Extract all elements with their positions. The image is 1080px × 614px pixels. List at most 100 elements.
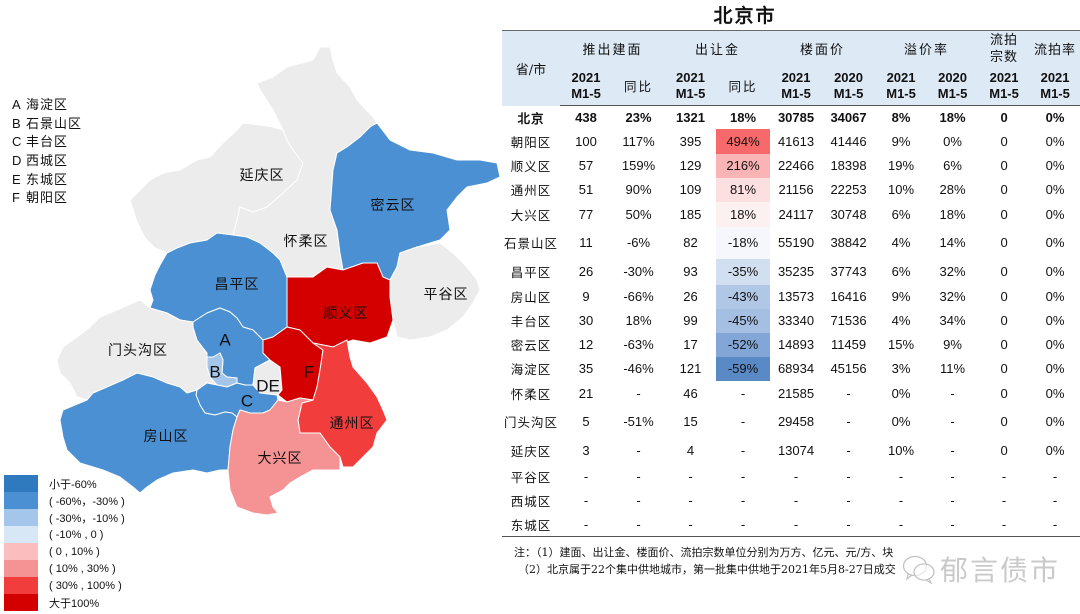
failed-auction-rate-cell: 0%	[1045, 133, 1065, 149]
legend-label: 大于100%	[49, 597, 100, 610]
premium-rate-2020-cell: -	[950, 493, 955, 508]
region-cell: 顺义区	[510, 159, 552, 174]
failed-auction-count-cell: 0	[1000, 182, 1008, 197]
premium-rate-2021-cell: 19%	[888, 158, 915, 173]
floor-price-2020-cell: 71536	[830, 313, 867, 328]
land-revenue-cell: 121	[679, 361, 702, 376]
region-cell: 平谷区	[510, 470, 552, 485]
legend-label: ( -60%，-30% )	[49, 495, 125, 508]
land-revenue-cell: 17	[683, 337, 698, 352]
region-cell: 大兴区	[510, 207, 552, 223]
district-shijingshan	[206, 352, 238, 388]
header-group-land-revenue: 出让金	[665, 30, 771, 67]
failed-auction-rate-cell: 0%	[1045, 264, 1065, 279]
wechat-icon	[902, 555, 935, 584]
land-revenue-cell: 82	[683, 235, 698, 250]
floor-price-2021-cell: -	[793, 493, 799, 508]
table-body: 北京 438 23% 1321 18% 30785 34067 8% 18% 0…	[502, 106, 1080, 537]
table-row: 昌平区 26 -30% 93 -35% 35235 37743 6% 32% 0…	[502, 258, 1080, 285]
premium-rate-2020-cell: 32%	[939, 264, 966, 279]
watermark-text: 郁言债市	[940, 554, 1061, 587]
legend-item: ( -10% , 0 )	[4, 526, 125, 543]
supply-area-cell: 57	[578, 158, 594, 173]
supply-area-yoy-cell: 90%	[625, 182, 652, 197]
failed-auction-rate-cell: 0%	[1045, 235, 1065, 250]
supply-area-cell: 11	[579, 235, 593, 250]
legend-item: ( 0 , 10% )	[4, 543, 125, 560]
header-group-failed-auction-count-label: 流拍宗数	[990, 32, 1019, 65]
region-cell: 房山区	[510, 290, 552, 305]
premium-rate-2020-cell: 0%	[943, 133, 962, 149]
premium-rate-2021-cell: 6%	[891, 206, 911, 222]
table-row: 门头沟区 5 -51% 15 - 29458 - 0% - 0 0%	[502, 407, 1080, 437]
table-row: 延庆区 3 - 4 - 13074 - 10% - 0 0%	[502, 437, 1080, 465]
legend-label: 小于-60%	[49, 478, 97, 491]
supply-area-yoy-cell: -51%	[623, 414, 654, 429]
legend-swatch	[4, 594, 38, 611]
supply-area-yoy-cell: -	[636, 493, 641, 508]
failed-auction-rate-cell: 0%	[1045, 109, 1065, 125]
table-row: 大兴区 77 50% 185 18% 24117 30748 6% 18% 0 …	[502, 201, 1080, 227]
land-revenue-cell: -	[688, 493, 693, 508]
failed-auction-count-cell: 0	[1000, 133, 1008, 149]
premium-rate-2020-cell: 34%	[939, 313, 966, 328]
table-row: 顺义区 57 159% 129 216% 22466 18398 19% 6% …	[502, 153, 1080, 178]
subheader-premium-rate-2020: 2020 M1-5	[927, 66, 979, 106]
land-revenue-yoy-cell: -35%	[716, 258, 771, 285]
land-revenue-cell: 1321	[676, 109, 705, 125]
header-region: 省/市	[502, 30, 560, 106]
legend-label: ( 10% , 30% )	[49, 562, 116, 575]
label-mentougou: 门头沟区	[108, 343, 168, 359]
land-revenue-cell: 109	[679, 182, 702, 197]
abbreviation-name: 东城区	[26, 172, 69, 188]
supply-area-cell: 12	[578, 337, 594, 352]
failed-auction-rate-cell: 0%	[1045, 289, 1065, 304]
floor-price-2020-cell: -	[822, 512, 876, 537]
premium-rate-2021-cell: 6%	[891, 264, 911, 279]
label-fangshan: 房山区	[144, 429, 189, 445]
failed-auction-rate-cell: 0%	[1045, 313, 1065, 328]
land-revenue-yoy-cell: -	[740, 414, 746, 429]
legend-item: ( 30% , 100% )	[4, 577, 125, 594]
label-tongzhou: 通州区	[330, 416, 375, 432]
premium-rate-2021-cell: 10%	[888, 443, 915, 458]
table-row: 平谷区 - - - - - - - - - -	[502, 465, 1080, 489]
legend-item: 大于100%	[4, 594, 125, 611]
label-pinggu: 平谷区	[424, 287, 469, 303]
legend-swatch	[4, 526, 38, 543]
header-group-failed-auction-count: 流拍宗数	[978, 30, 1031, 67]
floor-price-2021-cell: 13573	[777, 289, 815, 304]
floor-price-2021-cell: 30785	[777, 109, 815, 125]
failed-auction-count-cell: 0	[1000, 289, 1008, 304]
subheader-land-revenue-2021: 2021 M1-5	[665, 66, 717, 106]
abbreviation-letter: E	[12, 171, 21, 187]
land-revenue-cell: 185	[679, 206, 702, 222]
table-row: 通州区 51 90% 109 81% 21156 22253 10% 28% 0…	[502, 177, 1080, 202]
supply-area-cell: -	[560, 512, 612, 537]
floor-price-2021-cell: -	[793, 469, 799, 484]
supply-area-cell: 51	[578, 182, 594, 197]
land-revenue-yoy-cell: -	[740, 443, 746, 458]
premium-rate-2021-cell: 15%	[888, 337, 915, 352]
failed-auction-rate-cell: 0%	[1045, 337, 1065, 352]
failed-auction-count-cell: 0	[1000, 386, 1008, 401]
premium-rate-2020-cell: 18%	[939, 206, 966, 222]
supply-area-cell: 9	[582, 289, 590, 304]
label-xicheng-dongcheng: DE	[256, 377, 280, 396]
supply-area-yoy-cell: 18%	[625, 313, 652, 328]
subheader-floor-price-2021: 2021 M1-5	[770, 66, 823, 106]
premium-rate-2021-cell: 4%	[891, 313, 911, 328]
failed-auction-rate-cell: 0%	[1045, 361, 1065, 376]
failed-auction-count-cell: 0	[1000, 206, 1008, 222]
legend-item: ( -30%，-10% )	[4, 509, 125, 526]
legend-swatch	[4, 543, 38, 560]
premium-rate-2021-cell: 9%	[891, 289, 911, 304]
floor-price-2021-cell: 41613	[777, 133, 815, 149]
floor-price-2020-cell: 37743	[830, 264, 867, 279]
failed-auction-rate-cell: 0%	[1045, 206, 1065, 222]
legend-label: ( -10% , 0 )	[49, 528, 104, 541]
subheader-failed-auction-rate-2021: 2021 M1-5	[1030, 66, 1080, 106]
floor-price-2020-cell: 11459	[830, 337, 867, 352]
premium-rate-2021-cell: -	[898, 493, 904, 508]
land-revenue-cell: 93	[683, 264, 698, 279]
